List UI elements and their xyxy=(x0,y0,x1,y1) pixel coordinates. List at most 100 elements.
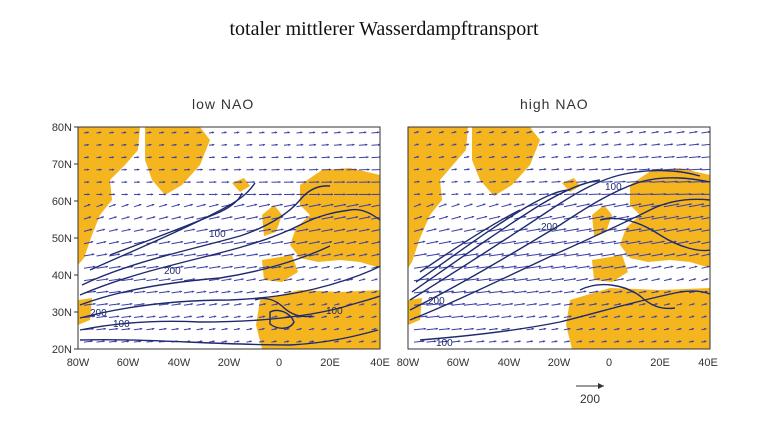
wind-vector-head xyxy=(584,180,587,183)
wind-vector-head xyxy=(538,228,541,231)
wind-vector-head xyxy=(125,193,128,196)
y-tick-label: 30N xyxy=(52,307,72,319)
wind-vector-head xyxy=(592,340,595,343)
wind-vector-head xyxy=(104,253,108,256)
wind-vector-head xyxy=(289,278,293,281)
y-tick-label: 50N xyxy=(52,233,72,245)
wind-vector xyxy=(663,203,680,208)
wind-vector-head xyxy=(706,265,710,268)
wind-vector-head xyxy=(651,203,654,206)
wind-vector-head xyxy=(200,168,203,171)
wind-vector-head xyxy=(461,315,464,318)
wind-vector-head xyxy=(288,303,291,306)
wind-vector-head xyxy=(361,315,365,318)
wind-vector-head xyxy=(327,265,330,269)
wind-vector-head xyxy=(105,265,109,269)
wind-vector-head xyxy=(693,278,697,281)
wind-vector-head xyxy=(481,192,485,196)
wind-vector-head xyxy=(589,228,592,231)
x-tick-label: 0 xyxy=(276,357,282,369)
wind-vector-head xyxy=(516,143,520,146)
wind-vector-head xyxy=(444,203,447,206)
wind-vector xyxy=(576,215,592,220)
wind-vector-head xyxy=(264,290,267,293)
wind-vector-head xyxy=(569,168,573,171)
wind-vector-head xyxy=(686,240,689,243)
wind-vector-head xyxy=(621,277,624,281)
wind-vector-head xyxy=(613,240,617,243)
wind-vector xyxy=(576,253,591,257)
wind-vector-head xyxy=(300,131,303,134)
wind-vector-head xyxy=(576,252,579,256)
wind-vector-head xyxy=(416,131,419,134)
wind-vector-head xyxy=(280,203,283,206)
wind-vector xyxy=(526,253,542,257)
wind-vector-head xyxy=(441,143,444,146)
wind-vector-head xyxy=(486,302,490,306)
wind-vector-head xyxy=(432,215,436,219)
wind-vector-head xyxy=(99,180,102,184)
wind-vector-head xyxy=(456,192,459,196)
wind-vector-head xyxy=(688,180,691,183)
wind-vector-head xyxy=(574,203,577,206)
wind-vector-head xyxy=(679,303,683,306)
wind-vector-head xyxy=(367,168,370,171)
contour-label: 100 xyxy=(209,229,226,240)
wind-vector-head xyxy=(155,278,159,281)
wind-vector xyxy=(513,253,530,257)
wind-vector-head xyxy=(300,303,303,306)
wind-vector-head xyxy=(660,168,664,171)
wind-vector-head xyxy=(366,240,369,244)
wind-vector-head xyxy=(149,156,152,159)
wind-vector-head xyxy=(213,315,217,318)
wind-vector-head xyxy=(451,265,454,268)
wind-vector-head xyxy=(561,277,565,281)
wind-vector-head xyxy=(268,228,271,231)
wind-vector-head xyxy=(699,228,703,231)
wind-vector-head xyxy=(265,180,268,184)
wind-vector-head xyxy=(594,155,597,159)
wind-vector xyxy=(426,290,442,294)
wind-vector-head xyxy=(504,155,508,159)
wind-vector-head xyxy=(162,156,165,159)
wind-vector-head xyxy=(143,290,146,293)
x-tick-label: 40W xyxy=(168,357,191,369)
wind-vector-head xyxy=(704,303,707,306)
wind-vector-head xyxy=(343,216,346,219)
wind-vector-head xyxy=(434,228,437,231)
wind-vector-head xyxy=(639,228,642,231)
wind-vector-head xyxy=(230,228,234,231)
wind-vector-head xyxy=(533,192,537,196)
wind-vector-head xyxy=(624,253,628,256)
wind-vector-head xyxy=(522,302,525,306)
wind-vector-head xyxy=(103,240,107,244)
wind-vector-head xyxy=(137,168,140,171)
wind-vector-head xyxy=(306,216,309,219)
wind-vector-head xyxy=(368,203,371,206)
wind-vector-head xyxy=(567,143,571,146)
wind-vector-head xyxy=(626,228,630,231)
wind-vector-head xyxy=(537,277,541,281)
wind-vector-head xyxy=(519,180,522,183)
wind-vector-head xyxy=(531,327,534,331)
wind-vector-head xyxy=(457,203,460,206)
wind-vector xyxy=(501,278,516,282)
wind-vector-head xyxy=(186,143,190,147)
wind-vector-head xyxy=(435,240,439,243)
wind-vector xyxy=(588,203,603,208)
wind-vector-head xyxy=(336,327,340,331)
wind-vector-head xyxy=(115,228,118,231)
x-tick-label: 80W xyxy=(67,357,90,369)
wind-vector-head xyxy=(190,302,194,306)
wind-vector-head xyxy=(304,180,307,184)
wind-vector-head xyxy=(166,228,170,231)
wind-vector-head xyxy=(318,203,321,206)
wind-vector-head xyxy=(675,228,678,231)
wind-vector-head xyxy=(312,131,316,134)
wind-vector-head xyxy=(570,302,573,306)
x-tick-label: 40E xyxy=(698,357,718,369)
wind-vector-head xyxy=(280,240,284,244)
wind-vector-head xyxy=(176,327,179,331)
wind-vector-head xyxy=(111,131,114,134)
wind-vector-head xyxy=(607,290,611,293)
